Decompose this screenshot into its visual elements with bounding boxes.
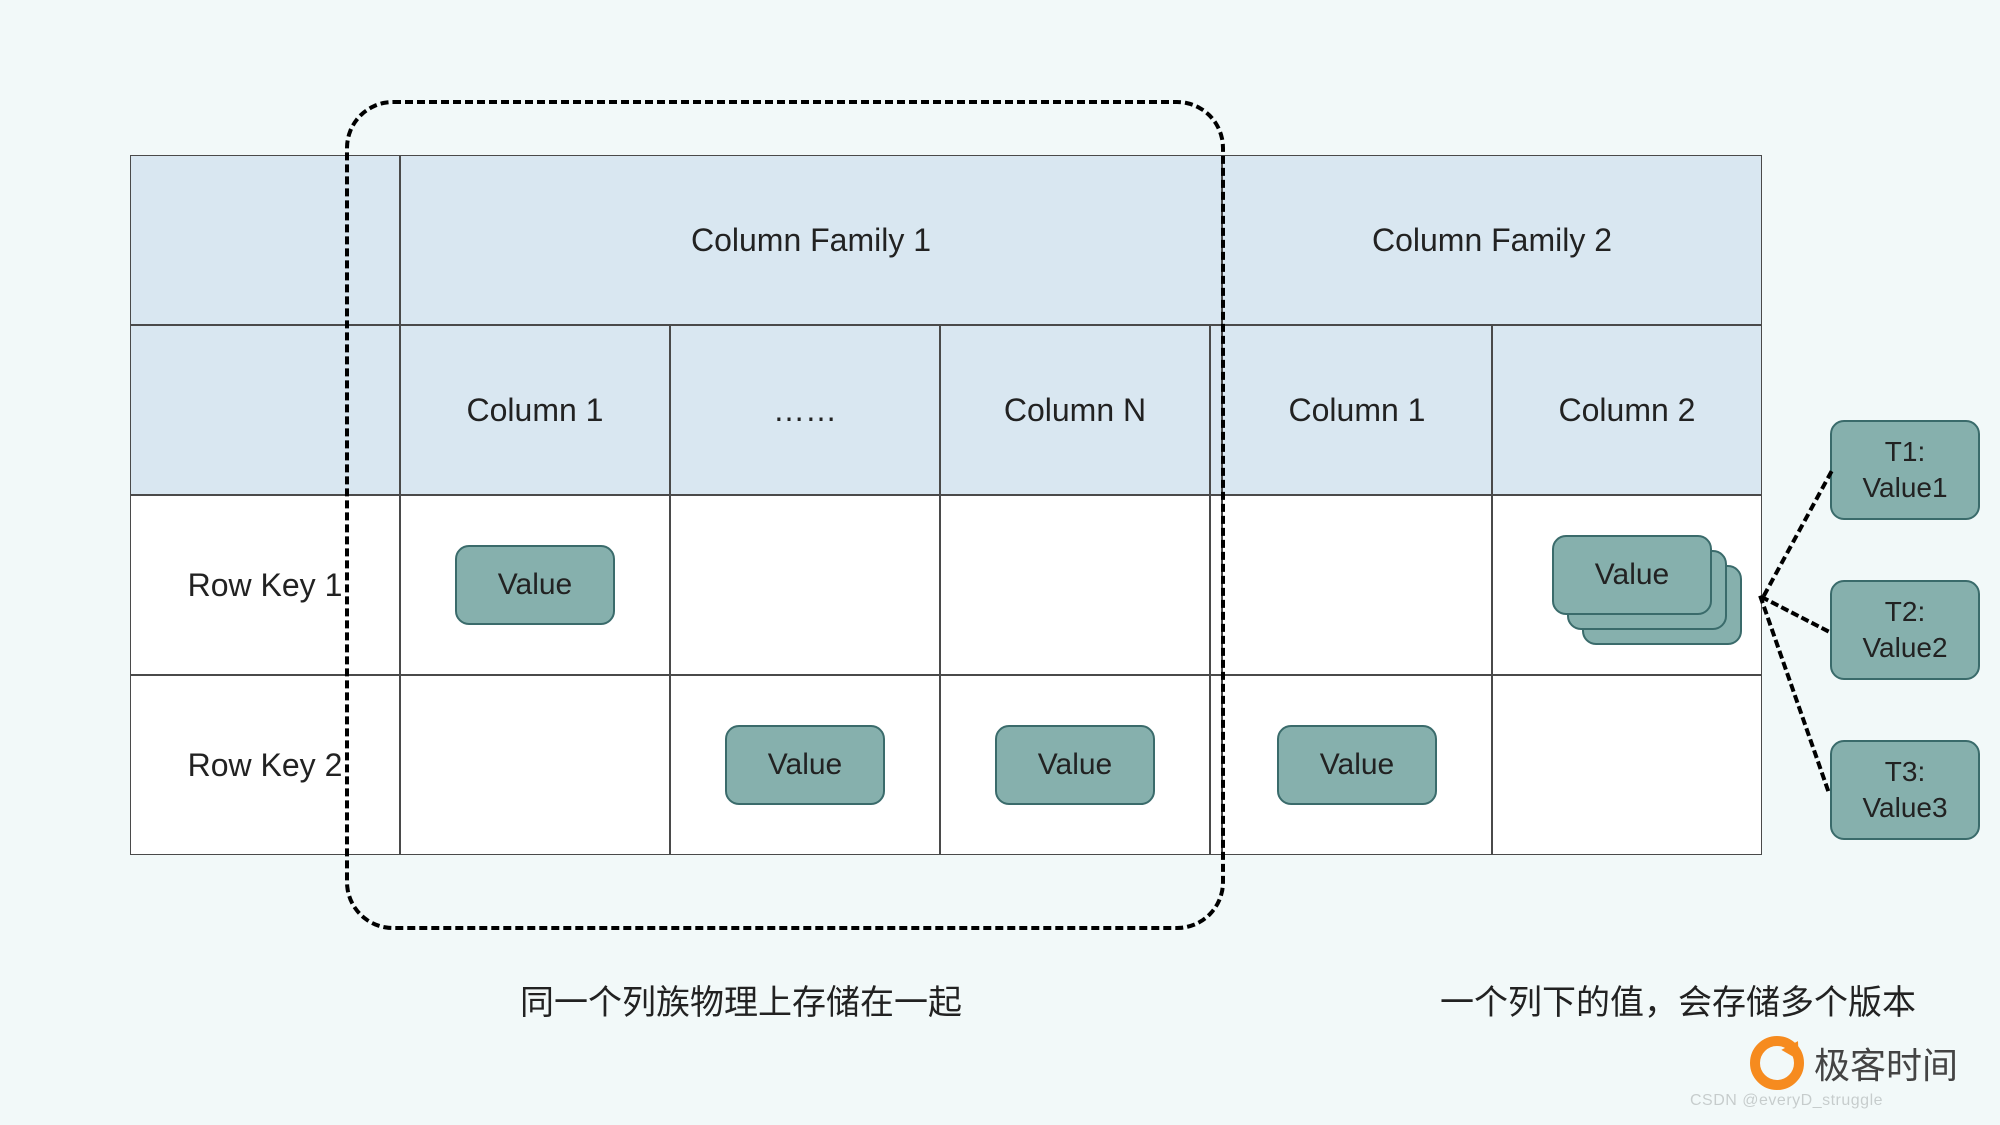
subheader-col-4 — [1210, 325, 1222, 495]
body-r2-c2 — [670, 495, 940, 675]
caption-right: 一个列下的值，会存储多个版本 — [1440, 975, 1916, 1024]
body-r2-c4 — [1210, 495, 1222, 675]
stacked-value-box-2: Value — [1552, 535, 1712, 615]
value-box-2: Value — [995, 725, 1155, 805]
version-connector-0 — [1762, 470, 1834, 597]
brand-logo-text: 极客时间 — [1814, 1037, 1958, 1089]
version-box-1: T2:Value2 — [1830, 580, 1980, 680]
body-r2-c5 — [1222, 495, 1492, 675]
version-box-2: T3:Value3 — [1830, 740, 1980, 840]
value-box-1: Value — [725, 725, 885, 805]
header-blank-top-left — [130, 155, 400, 325]
subheader-col-6: Column 2 — [1492, 325, 1762, 495]
body-r3-c6 — [1492, 675, 1762, 855]
version-box-0: T1:Value1 — [1830, 420, 1980, 520]
caption-left: 同一个列族物理上存储在一起 — [520, 975, 962, 1024]
brand-logo: 极客时间 — [1750, 1036, 1958, 1090]
subheader-col-0 — [130, 325, 400, 495]
body-r3-c0: Row Key 2 — [130, 675, 400, 855]
body-r2-c3 — [940, 495, 1210, 675]
body-r3-c1 — [400, 675, 670, 855]
subheader-col-3: Column N — [940, 325, 1210, 495]
body-r2-c0: Row Key 1 — [130, 495, 400, 675]
subheader-col-1: Column 1 — [400, 325, 670, 495]
value-box-0: Value — [455, 545, 615, 625]
subheader-col-5: Column 1 — [1222, 325, 1492, 495]
subheader-col-2: …… — [670, 325, 940, 495]
header-column-family-1: Column Family 1 — [400, 155, 1222, 325]
body-r3-c4 — [1210, 675, 1222, 855]
value-box-3: Value — [1277, 725, 1437, 805]
brand-logo-icon — [1750, 1036, 1804, 1090]
watermark-text: CSDN @everyD_struggle — [1690, 1092, 1883, 1110]
header-column-family-2: Column Family 2 — [1222, 155, 1762, 325]
